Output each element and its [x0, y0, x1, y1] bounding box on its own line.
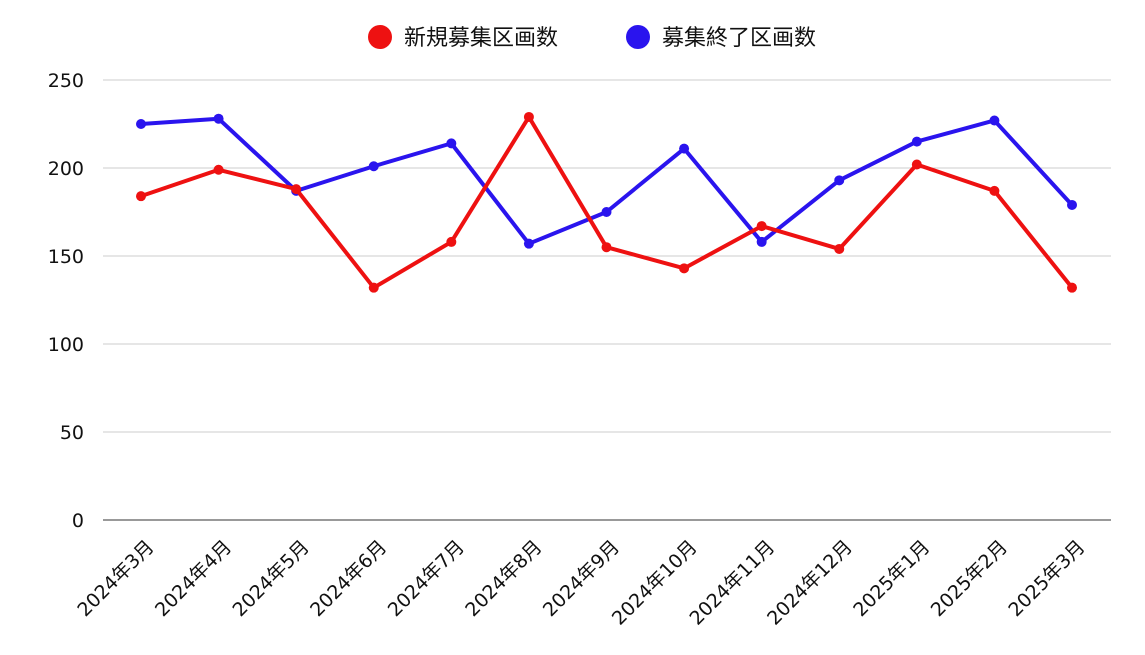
data-point [446, 138, 457, 149]
data-point [136, 191, 146, 202]
x-axis-ticks: 2024年3月2024年4月2024年5月2024年6月2024年7月2024年… [73, 536, 1089, 630]
grid-layer [103, 79, 1111, 521]
x-tick-label: 2024年4月 [151, 536, 236, 621]
legend-label: 新規募集区画数 [404, 26, 558, 51]
x-tick-label: 2025年3月 [1004, 536, 1089, 621]
legend-item-2: 募集終了区画数 [626, 25, 816, 51]
x-tick-label: 2024年3月 [73, 536, 158, 621]
data-point [679, 263, 690, 274]
x-tick-label: 2024年5月 [229, 536, 314, 621]
data-point [989, 185, 1000, 196]
data-point [446, 236, 457, 247]
data-point [523, 111, 534, 122]
data-point [368, 161, 379, 172]
x-tick-label: 2024年9月 [539, 536, 624, 621]
y-tick-label: 200 [48, 158, 84, 180]
legend-item-1: 新規募集区画数 [368, 25, 558, 51]
data-point [213, 113, 224, 124]
data-point [368, 282, 379, 293]
data-point [911, 136, 922, 147]
data-point [601, 242, 612, 253]
data-point [911, 159, 922, 170]
data-point [523, 238, 534, 249]
x-tick-label: 2024年7月 [384, 536, 469, 621]
data-point [213, 164, 224, 175]
series-line-2 [139, 116, 1074, 246]
y-tick-label: 0 [72, 510, 84, 532]
series-line-1 [139, 114, 1074, 290]
x-tick-label: 2025年2月 [927, 536, 1012, 621]
data-point [1067, 282, 1077, 293]
series-2 [136, 113, 1077, 249]
y-tick-label: 250 [48, 70, 84, 92]
data-point [756, 236, 767, 247]
y-tick-label: 150 [48, 246, 84, 268]
series-layer [136, 111, 1077, 293]
legend-marker [626, 25, 650, 49]
x-tick-label: 2024年8月 [461, 536, 546, 621]
series-1 [136, 111, 1077, 293]
legend: 新規募集区画数 募集終了区画数 [368, 25, 816, 51]
data-point [989, 115, 1000, 126]
data-point [756, 221, 767, 232]
data-point [291, 184, 302, 195]
x-tick-label: 2025年1月 [849, 536, 934, 621]
x-tick-label: 2024年6月 [306, 536, 391, 621]
data-point [834, 175, 845, 186]
data-point [834, 243, 845, 254]
legend-marker [368, 25, 392, 49]
data-point [136, 119, 146, 129]
data-point [1067, 199, 1077, 210]
y-tick-label: 100 [48, 334, 84, 356]
y-axis-ticks: 0 50 100 150 200 250 [48, 70, 84, 532]
legend-label: 募集終了区画数 [662, 26, 816, 51]
y-tick-label: 50 [60, 422, 84, 444]
data-point [601, 207, 612, 217]
data-point [679, 143, 690, 154]
